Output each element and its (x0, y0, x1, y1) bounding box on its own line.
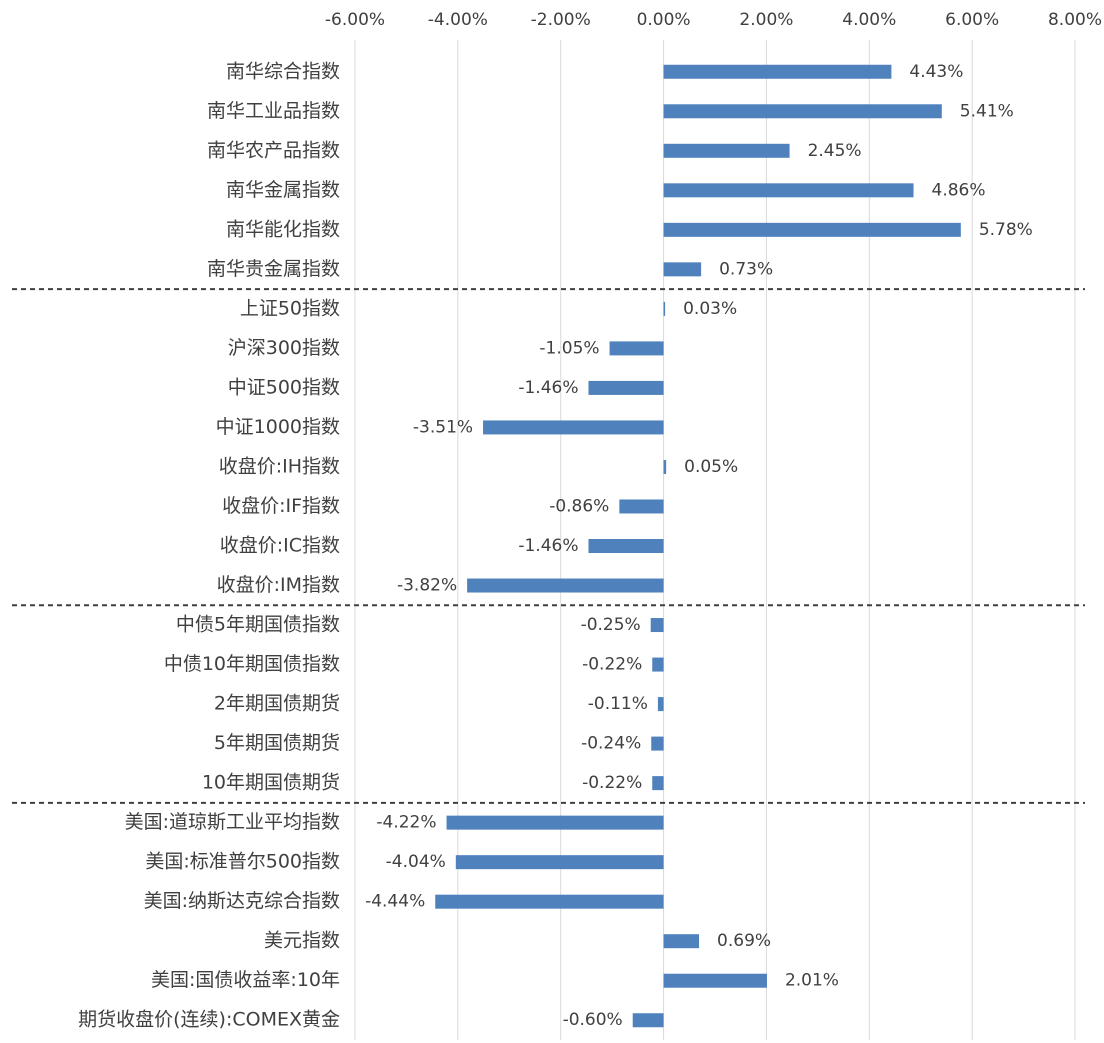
data-label: 5.41% (960, 101, 1014, 121)
x-tick-label: -4.00% (428, 10, 488, 30)
category-label: 美元指数 (264, 930, 340, 952)
data-label: -1.46% (518, 378, 578, 398)
x-tick-label: 2.00% (739, 10, 793, 30)
data-label: -3.51% (413, 417, 473, 437)
data-label: -1.05% (539, 338, 599, 358)
bar (663, 301, 666, 316)
category-label: 南华工业品指数 (207, 100, 340, 122)
x-tick-label: 4.00% (842, 10, 896, 30)
data-label: -0.24% (581, 734, 641, 754)
category-label: 中证1000指数 (216, 416, 340, 438)
bar (632, 1013, 664, 1028)
bar (663, 183, 914, 198)
bar (588, 539, 664, 553)
x-tick-label: 6.00% (945, 10, 999, 30)
data-label: -0.22% (582, 773, 642, 793)
x-tick-label: -2.00% (531, 10, 591, 30)
bar (650, 618, 664, 633)
x-tick-label: -6.00% (325, 10, 385, 30)
data-label: -0.86% (549, 496, 609, 516)
bar (663, 143, 790, 158)
data-label: -0.60% (563, 1010, 623, 1030)
category-label: 收盘价:IM指数 (217, 574, 340, 596)
x-tick-label: 8.00% (1048, 10, 1102, 30)
x-tick-label: 0.00% (637, 10, 691, 30)
data-label: -4.04% (386, 852, 446, 872)
category-label: 收盘价:IF指数 (222, 495, 340, 517)
data-label: 0.05% (684, 457, 738, 477)
category-label: 收盘价:IH指数 (219, 455, 340, 477)
category-label: 沪深300指数 (228, 337, 340, 359)
category-label: 10年期国债期货 (202, 772, 340, 794)
bar (651, 736, 664, 751)
data-label: 2.01% (785, 971, 839, 991)
data-label: 0.03% (683, 299, 737, 319)
category-label: 中证500指数 (228, 376, 340, 398)
category-label: 中债5年期国债指数 (176, 614, 340, 636)
category-label: 美国:标准普尔500指数 (145, 851, 340, 873)
category-label: 南华贵金属指数 (207, 258, 340, 280)
category-label: 美国:纳斯达克综合指数 (144, 890, 340, 912)
bar (483, 420, 664, 435)
data-label: 0.69% (717, 931, 771, 951)
bar (657, 697, 664, 712)
bar (663, 262, 702, 277)
data-label: 0.73% (719, 259, 773, 279)
category-label: 南华农产品指数 (207, 139, 340, 161)
bar (435, 894, 664, 909)
data-label: -4.44% (365, 892, 425, 912)
data-label: 4.43% (909, 62, 963, 82)
category-label: 南华金属指数 (226, 179, 340, 201)
category-label: 美国:道琼斯工业平均指数 (125, 811, 340, 833)
bar (455, 855, 664, 870)
bar (663, 934, 700, 949)
category-label: 南华综合指数 (226, 60, 340, 82)
category-label: 美国:国债收益率:10年 (151, 969, 340, 991)
bar (467, 578, 664, 593)
data-label: 5.78% (979, 220, 1033, 240)
bar (588, 380, 664, 395)
bar (663, 64, 892, 79)
bar (663, 459, 667, 474)
bar (619, 499, 664, 514)
bar (446, 815, 664, 830)
category-label: 收盘价:IC指数 (220, 535, 340, 557)
data-label: 2.45% (808, 141, 862, 161)
data-label: -4.22% (376, 813, 436, 833)
category-label: 2年期国债期货 (214, 693, 340, 715)
data-label: -0.22% (582, 655, 642, 675)
category-label: 期货收盘价(连续):COMEX黄金 (78, 1009, 340, 1031)
bar (609, 341, 664, 356)
data-label: -0.11% (588, 694, 648, 714)
category-label: 南华能化指数 (226, 218, 340, 240)
category-label: 5年期国债期货 (214, 732, 340, 754)
category-label: 中债10年期国债指数 (164, 653, 340, 675)
bar (663, 104, 942, 119)
data-label: -3.82% (397, 576, 457, 596)
bar (652, 657, 664, 672)
bar (652, 776, 664, 791)
bar (663, 222, 961, 237)
data-label: 4.86% (932, 180, 986, 200)
category-label: 上证50指数 (240, 297, 340, 319)
bar (663, 973, 767, 988)
data-label: -1.46% (518, 536, 578, 556)
data-label: -0.25% (581, 615, 641, 635)
